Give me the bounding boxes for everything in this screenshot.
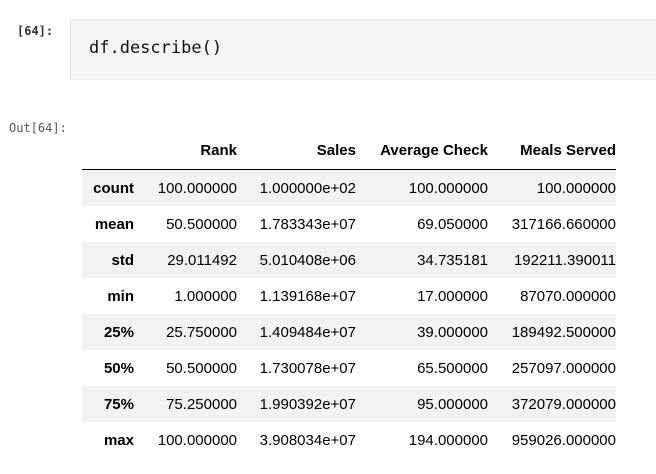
- row-index-label: std: [111, 251, 135, 269]
- column-header-sales: Sales: [237, 131, 356, 170]
- table-cell: 95.000000: [417, 395, 488, 413]
- table-row: std 29.011492 5.010408e+06 34.735181 192211.…: [82, 242, 616, 278]
- input-prompt: [64]:: [17, 24, 54, 38]
- table-cell: 25.750000: [166, 323, 237, 341]
- table-cell: 1.409484e+07: [259, 323, 356, 341]
- row-index-label: mean: [94, 215, 134, 233]
- table-cell: 257097.000000: [511, 359, 616, 377]
- table-cell: 5.010408e+06: [259, 251, 356, 269]
- row-index-label: 50%: [103, 359, 134, 377]
- table-cell: 372079.000000: [511, 395, 616, 413]
- table-cell: 189492.500000: [511, 323, 616, 341]
- table-row: 25% 25.750000 1.409484e+07 39.000000 189492.…: [82, 314, 616, 350]
- output-prompt: Out[64]:: [9, 121, 67, 135]
- table-cell: 50.500000: [166, 359, 237, 377]
- column-header-meals-served: Meals Served: [488, 131, 616, 170]
- table-cell: 1.000000: [174, 287, 237, 305]
- column-header-rank: Rank: [134, 131, 237, 170]
- table-cell: 87070.000000: [520, 287, 616, 305]
- table-cell: 1.730078e+07: [259, 359, 356, 377]
- table-cell: 317166.660000: [511, 215, 616, 233]
- table-cell: 69.050000: [417, 215, 488, 233]
- row-index-label: 25%: [103, 323, 134, 341]
- table-cell: 1.000000e+02: [259, 179, 356, 197]
- table-cell: 192211.390011: [513, 251, 616, 269]
- row-index-label: max: [103, 431, 134, 449]
- table-row: count 100.000000 1.000000e+02 100.000000 100…: [82, 169, 616, 206]
- table-row: max 100.000000 3.908034e+07 194.000000 95902…: [82, 422, 616, 458]
- table-cell: 1.990392e+07: [259, 395, 356, 413]
- table-cell: 959026.000000: [511, 431, 616, 449]
- table-cell: 3.908034e+07: [259, 431, 356, 449]
- column-header-index: [82, 131, 134, 170]
- table-cell: 65.500000: [417, 359, 488, 377]
- table-cell: 1.783343e+07: [259, 215, 356, 233]
- column-header-average-check: Average Check: [356, 131, 488, 170]
- table-row: mean 50.500000 1.783343e+07 69.050000 317166…: [82, 206, 616, 242]
- table-row: 75% 75.250000 1.990392e+07 95.000000 372079.…: [82, 386, 616, 422]
- code-cell[interactable]: df.describe(): [70, 19, 656, 80]
- table-cell: 50.500000: [166, 215, 237, 233]
- table-row: 50% 50.500000 1.730078e+07 65.500000 257097.…: [82, 350, 616, 386]
- table-cell: 34.735181: [417, 251, 488, 269]
- table-cell: 75.250000: [166, 395, 237, 413]
- describe-table: Rank Sales Average Check Meals Served co…: [82, 131, 616, 458]
- table-cell: 100.000000: [157, 431, 237, 449]
- code-text[interactable]: df.describe(): [89, 38, 223, 58]
- table-cell: 100.000000: [536, 179, 616, 197]
- table-cell: 17.000000: [417, 287, 488, 305]
- table-cell: 29.011492: [167, 251, 237, 269]
- row-index-label: count: [93, 179, 134, 197]
- table-cell: 100.000000: [157, 179, 237, 197]
- row-index-label: min: [107, 287, 134, 305]
- table-cell: 1.139168e+07: [259, 287, 356, 305]
- table-header-row: Rank Sales Average Check Meals Served: [82, 131, 616, 170]
- table-cell: 100.000000: [408, 179, 488, 197]
- table-cell: 194.000000: [408, 431, 488, 449]
- table-cell: 39.000000: [417, 323, 488, 341]
- row-index-label: 75%: [103, 395, 134, 413]
- table-row: min 1.000000 1.139168e+07 17.000000 87070.00…: [82, 278, 616, 314]
